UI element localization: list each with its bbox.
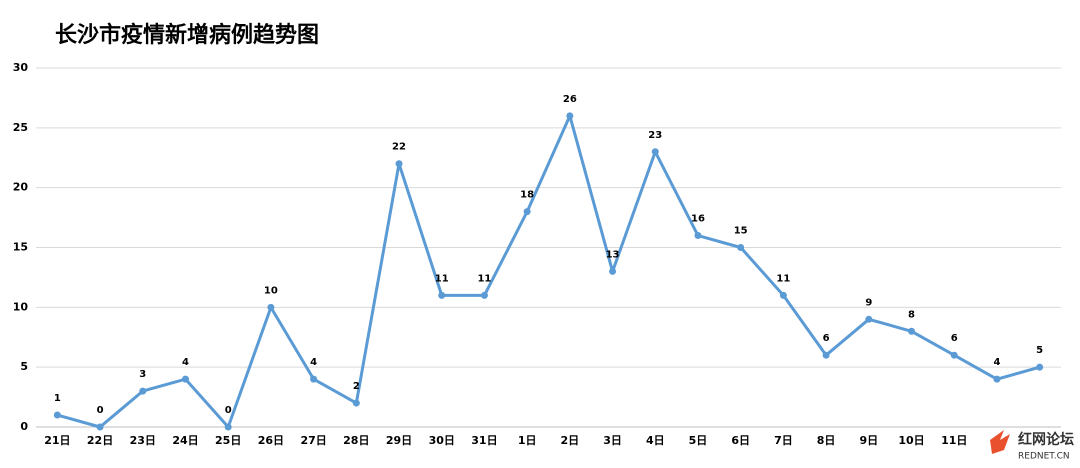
- chart-title: 长沙市疫情新增病例趋势图: [55, 22, 319, 48]
- point: [310, 375, 318, 383]
- y-tick-label: 15: [13, 241, 28, 254]
- line: [56, 114, 1041, 429]
- x-tick-label: 3日: [603, 434, 622, 447]
- data-label: 26: [563, 94, 577, 105]
- x-tick-label: 30日: [429, 434, 455, 447]
- x-tick-label: 2日: [561, 434, 580, 447]
- point: [694, 232, 702, 240]
- data-label: 4: [993, 357, 1000, 368]
- x-tick-label: 27日: [300, 434, 326, 447]
- data-label: 3: [139, 369, 146, 380]
- x-tick-label: 29日: [386, 434, 412, 447]
- x-tick-label: 31日: [471, 434, 497, 447]
- data-label: 22: [392, 142, 406, 153]
- point: [950, 351, 958, 359]
- x-tick-label: 11日: [941, 434, 967, 447]
- y-tick-label: 20: [13, 181, 29, 194]
- point: [908, 327, 916, 335]
- point: [438, 291, 446, 299]
- point: [651, 148, 659, 156]
- data-label: 6: [951, 333, 958, 344]
- watermark: 红网论坛 REDNET.CN: [990, 430, 1074, 462]
- x-tick-label: 26日: [258, 434, 284, 447]
- point: [480, 291, 488, 299]
- y-tick-label: 30: [13, 61, 29, 74]
- x-tick-label: 22日: [87, 434, 113, 447]
- x-tick-label: 24日: [172, 434, 198, 447]
- data-label: 6: [823, 333, 830, 344]
- watermark-site: REDNET.CN: [1018, 452, 1070, 462]
- point: [352, 399, 360, 407]
- data-label: 9: [865, 297, 872, 308]
- data-label: 4: [182, 357, 189, 368]
- data-label: 16: [691, 214, 705, 225]
- y-tick-label: 5: [20, 360, 28, 373]
- point: [779, 291, 787, 299]
- point: [993, 375, 1001, 383]
- data-label: 4: [310, 357, 317, 368]
- y-tick-label: 25: [13, 121, 28, 134]
- data-label: 0: [97, 405, 104, 416]
- point: [609, 267, 617, 275]
- data-label: 1: [54, 393, 61, 404]
- point: [822, 351, 830, 359]
- y-tick-label: 0: [20, 420, 28, 433]
- data-label: 13: [606, 249, 620, 260]
- x-tick-label: 7日: [774, 434, 793, 447]
- data-label: 10: [264, 285, 278, 296]
- point: [737, 244, 745, 251]
- data-label: 0: [225, 405, 232, 416]
- point: [224, 423, 232, 431]
- data-label: 11: [776, 273, 790, 284]
- point: [53, 411, 61, 419]
- x-tick-label: 4日: [646, 434, 665, 447]
- data-label: 11: [477, 273, 491, 284]
- x-tick-label: 23日: [130, 434, 156, 447]
- x-tick-label: 10日: [898, 434, 924, 447]
- point: [96, 423, 104, 431]
- point: [566, 112, 574, 120]
- watermark-logo: [990, 430, 1010, 454]
- data-label: 11: [435, 273, 449, 284]
- point: [865, 315, 873, 323]
- data-label: 15: [734, 226, 748, 237]
- x-tick-label: 6日: [731, 434, 750, 447]
- x-tick-label: 8日: [817, 434, 836, 447]
- x-tick-label: 1日: [518, 434, 537, 447]
- point: [267, 303, 275, 311]
- data-label: 8: [908, 309, 915, 320]
- point: [395, 160, 403, 168]
- watermark-name: 红网论坛: [1018, 431, 1074, 448]
- x-tick-label: 21日: [44, 434, 70, 447]
- x-tick-label: 5日: [689, 434, 708, 447]
- point: [181, 375, 189, 383]
- data-label: 23: [648, 130, 662, 141]
- x-tick-label: 28日: [343, 434, 369, 447]
- data-label: 18: [520, 190, 534, 201]
- x-tick-label: 25日: [215, 434, 241, 447]
- data-label: 2: [353, 381, 360, 392]
- point: [139, 387, 147, 395]
- y-tick-label: 10: [13, 300, 29, 313]
- point: [1036, 363, 1044, 371]
- data-label: 5: [1036, 345, 1043, 356]
- x-tick-label: 9日: [859, 434, 878, 447]
- point: [523, 208, 531, 216]
